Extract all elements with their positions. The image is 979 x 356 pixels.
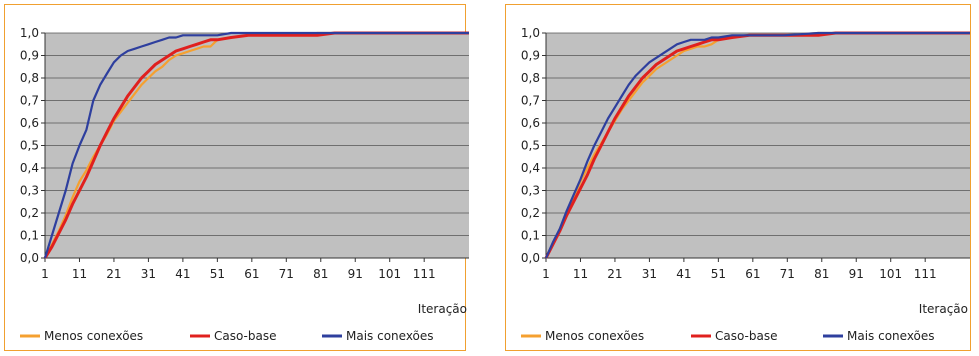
y-tick-label: 0,4 — [521, 161, 540, 175]
x-tick-label: 61 — [244, 267, 259, 281]
y-tick-label: 0,6 — [20, 116, 39, 130]
y-tick-label: 0,1 — [521, 229, 540, 243]
y-tick-label: 0,6 — [521, 116, 540, 130]
x-tick-label: 51 — [711, 267, 726, 281]
x-tick-label: 61 — [745, 267, 760, 281]
x-tick-label: 71 — [780, 267, 795, 281]
y-tick-label: 0,1 — [20, 229, 39, 243]
series-line-2 — [43, 31, 469, 259]
x-tick-label: 21 — [106, 267, 121, 281]
y-tick-label: 0,2 — [521, 206, 540, 220]
chart-panel-2: 0,00,10,20,30,40,50,60,70,80,91,01 11 21 31… — [505, 4, 971, 351]
y-tick-label: 0,3 — [521, 184, 540, 198]
x-tick-label: 51 — [210, 267, 225, 281]
y-tick-label: 1,0 — [20, 26, 39, 40]
x-tick-label: 1 — [41, 267, 49, 281]
legend-label: Caso-base — [715, 329, 777, 343]
x-tick-label: 31 — [141, 267, 156, 281]
series-line-3 — [43, 31, 469, 259]
y-tick-label: 0,3 — [20, 184, 39, 198]
legend-label: Mais conexões — [346, 329, 434, 343]
x-tick-label: 91 — [348, 267, 363, 281]
x-tick-label: 81 — [313, 267, 328, 281]
legend-label: Caso-base — [214, 329, 276, 343]
y-tick-label: 0,5 — [20, 139, 39, 153]
chart-panel-1: 0,00,10,20,30,40,50,60,70,80,91,01 11 21 31… — [4, 4, 469, 351]
x-tick-label: 1 — [542, 267, 550, 281]
legend-label: Menos conexões — [44, 329, 143, 343]
x-tick-label: 11 — [72, 267, 87, 281]
y-tick-label: 1,0 — [521, 26, 540, 40]
x-tick-label: 101 — [378, 267, 401, 281]
y-tick-label: 0,8 — [20, 71, 39, 85]
x-tick-label: 111 — [413, 267, 436, 281]
x-tick-label: 71 — [279, 267, 294, 281]
y-tick-label: 0,7 — [20, 94, 39, 108]
y-tick-label: 0,8 — [521, 71, 540, 85]
x-tick-label: 101 — [879, 267, 902, 281]
x-tick-label: 91 — [849, 267, 864, 281]
y-tick-label: 0,4 — [20, 161, 39, 175]
x-axis-title: Iteração — [919, 302, 968, 316]
legend-label: Menos conexões — [545, 329, 644, 343]
y-tick-label: 0,9 — [521, 49, 540, 63]
y-tick-label: 0,0 — [20, 251, 39, 265]
x-tick-label: 111 — [914, 267, 937, 281]
series-line-3 — [544, 31, 970, 259]
x-tick-label: 41 — [676, 267, 691, 281]
y-tick-label: 0,7 — [521, 94, 540, 108]
x-tick-label: 11 — [573, 267, 588, 281]
x-tick-label: 31 — [642, 267, 657, 281]
x-axis-title: Iteração — [418, 302, 467, 316]
y-tick-label: 0,9 — [20, 49, 39, 63]
x-tick-label: 81 — [814, 267, 829, 281]
y-tick-label: 0,2 — [20, 206, 39, 220]
x-tick-label: 41 — [175, 267, 190, 281]
x-tick-label: 21 — [607, 267, 622, 281]
y-tick-label: 0,5 — [521, 139, 540, 153]
legend-label: Mais conexões — [847, 329, 935, 343]
y-tick-label: 0,0 — [521, 251, 540, 265]
